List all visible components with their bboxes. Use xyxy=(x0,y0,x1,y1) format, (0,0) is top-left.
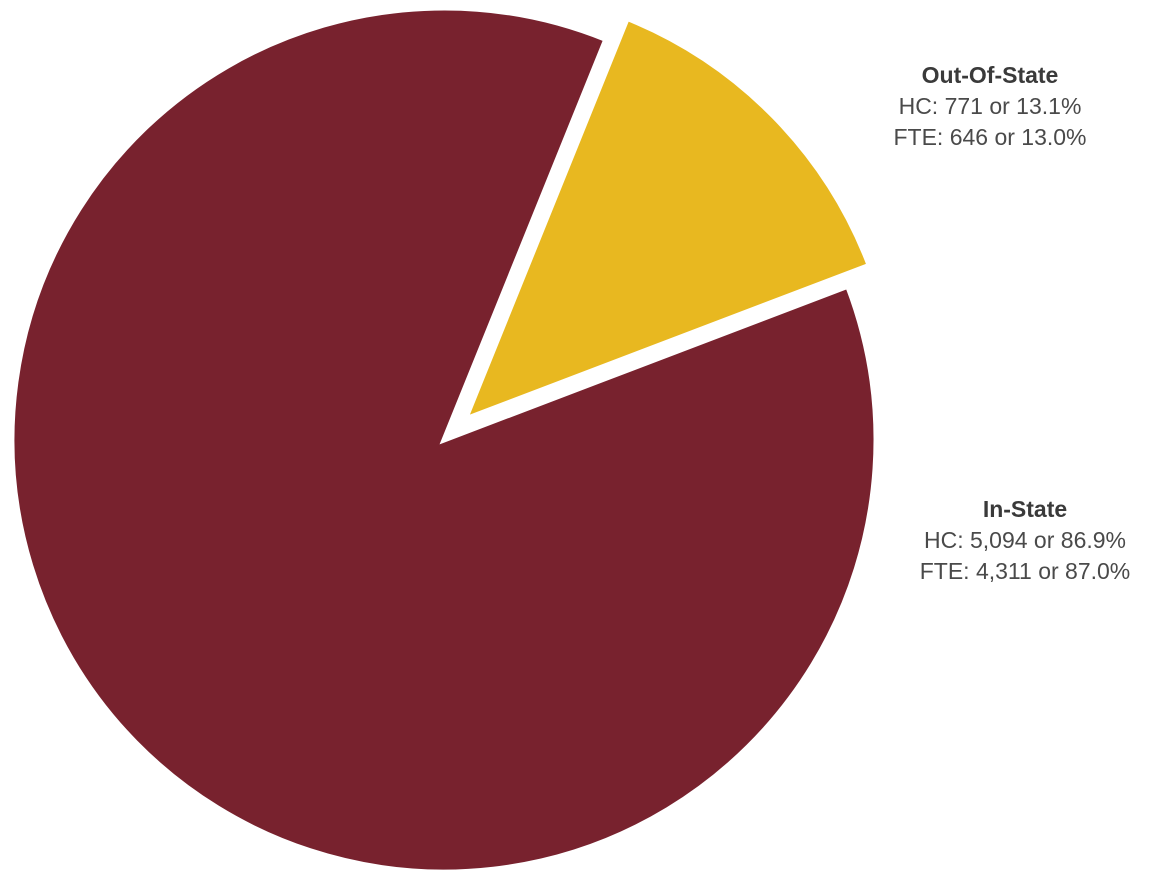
pie-slices xyxy=(9,5,879,873)
out-of-state-fte: FTE: 646 or 13.0% xyxy=(893,124,1087,150)
out-of-state-name: Out-Of-State xyxy=(921,62,1059,88)
out-of-state-hc: HC: 771 or 13.1% xyxy=(898,93,1082,119)
in-state-name: In-State xyxy=(982,496,1068,522)
in-state-fte: FTE: 4,311 or 87.0% xyxy=(919,558,1131,584)
out-of-state-label: Out-Of-State HC: 771 or 13.1% FTE: 646 o… xyxy=(850,60,1130,153)
in-state-hc: HC: 5,094 or 86.9% xyxy=(923,527,1126,553)
pie-slice-out-of-state xyxy=(460,15,873,424)
in-state-label: In-State HC: 5,094 or 86.9% FTE: 4,311 o… xyxy=(880,494,1170,587)
pie-slice-in-state xyxy=(9,5,879,873)
